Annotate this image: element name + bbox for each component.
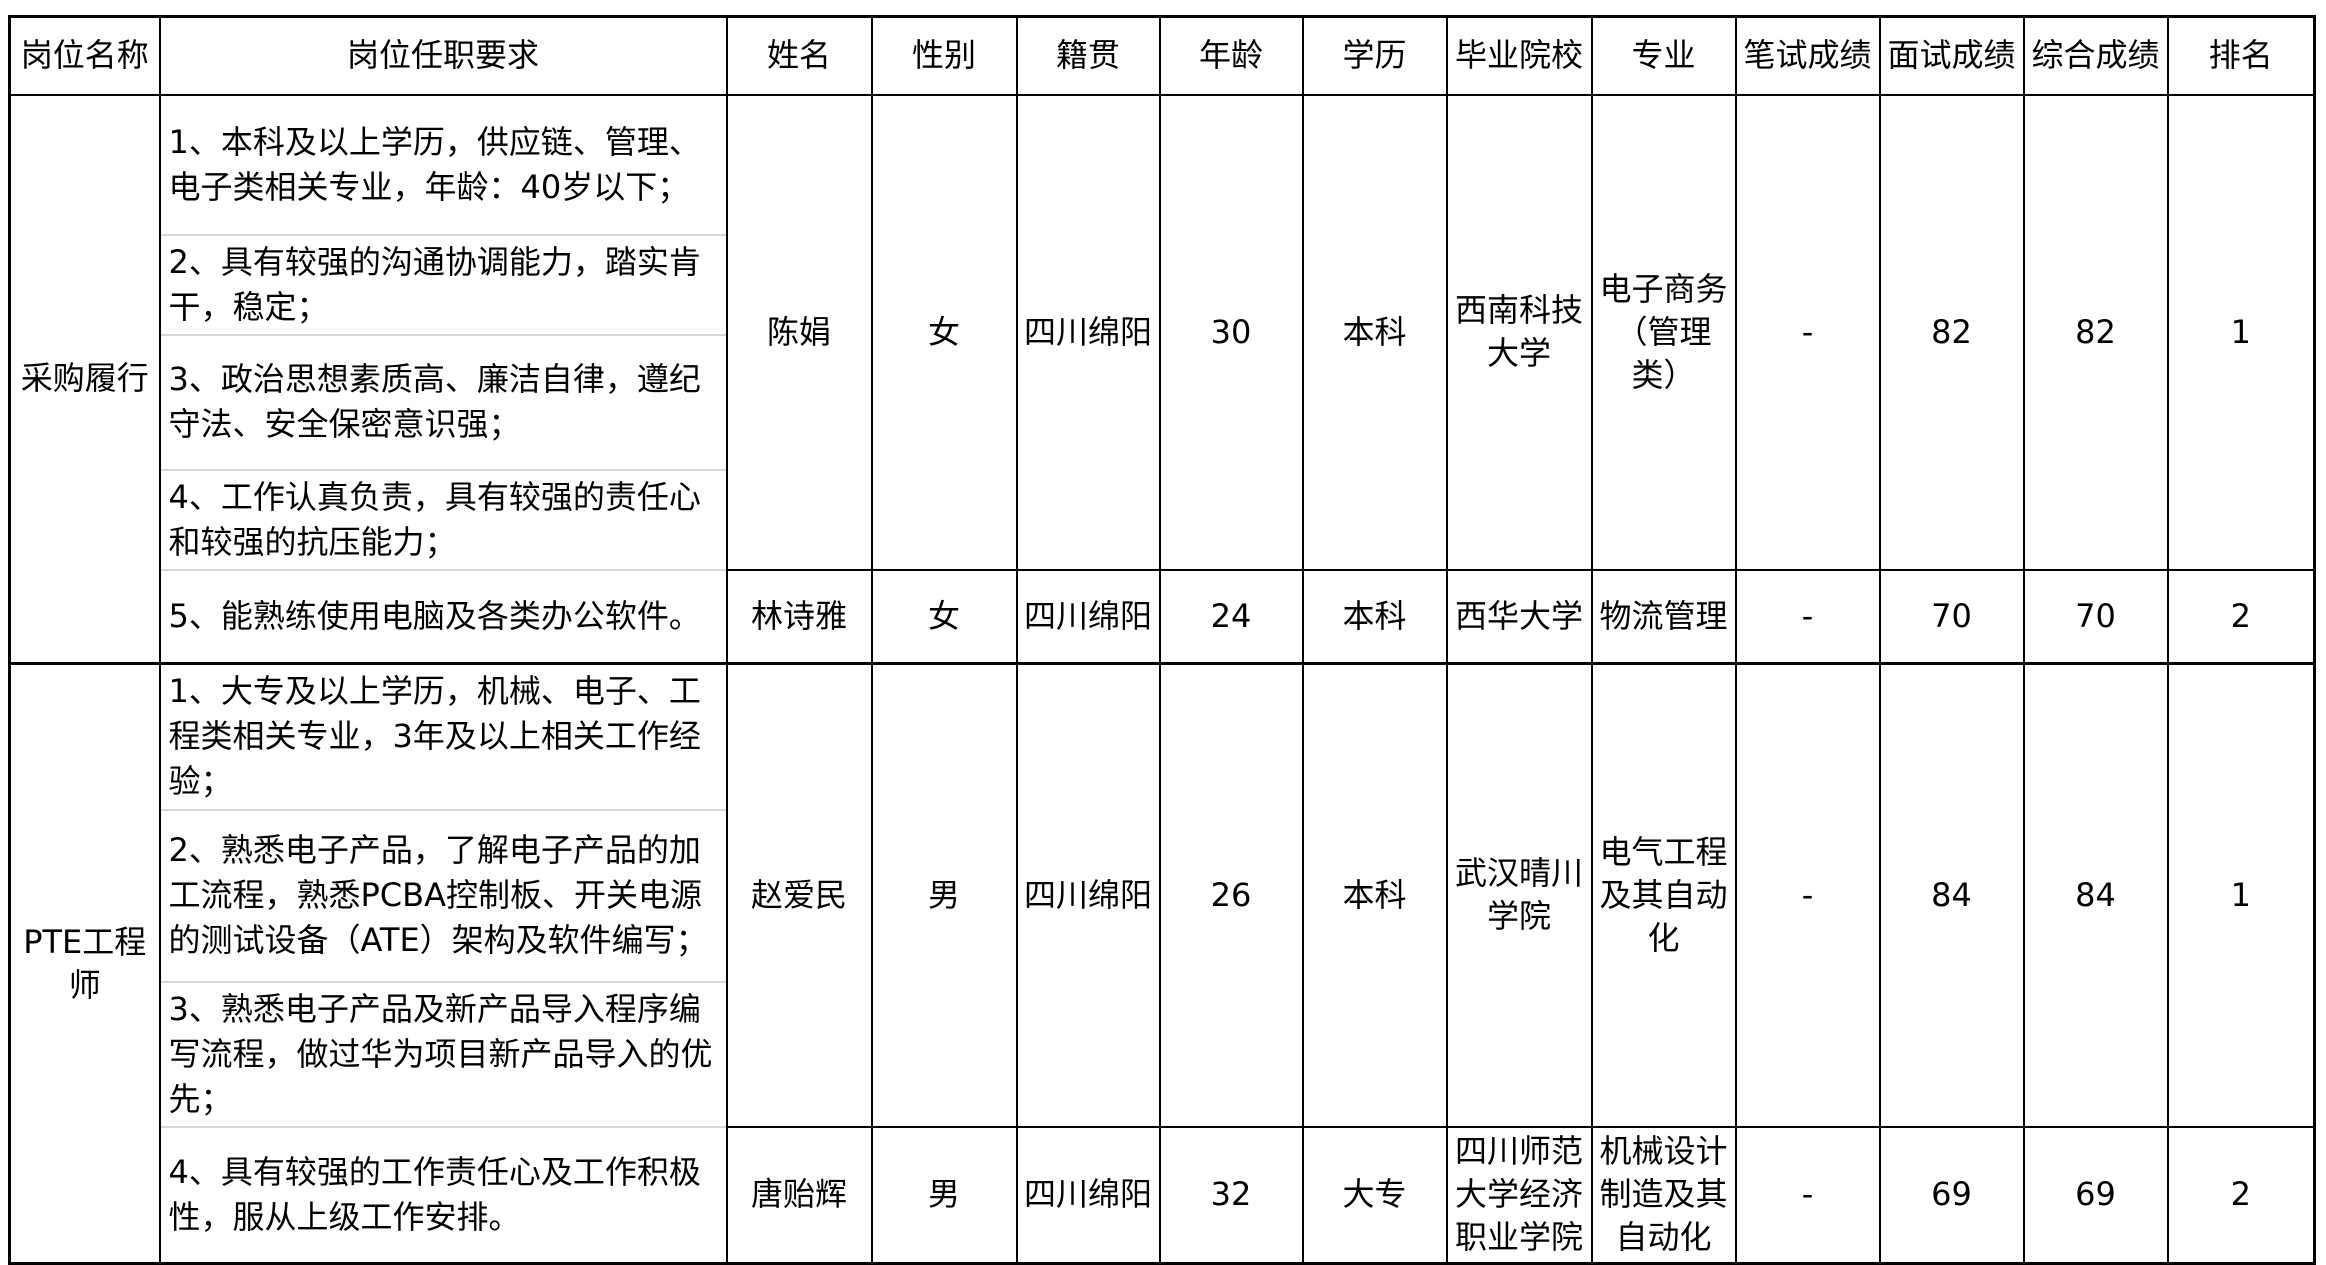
candidate-education-cell: 本科 [1301, 568, 1448, 665]
position-name-cell: PTE工程师 [8, 662, 161, 1265]
candidate-school-cell: 武汉晴川学院 [1445, 662, 1593, 1128]
candidate-education-cell: 本科 [1301, 662, 1448, 1128]
header-age: 年龄 [1158, 15, 1304, 96]
header-row: 岗位名称 岗位任职要求 姓名 性别 籍贯 年龄 学历 毕业院校 专业 笔试成绩 … [8, 15, 2316, 96]
header-written-score: 笔试成绩 [1734, 15, 1881, 96]
candidate-interview-score-cell: 69 [1878, 1125, 2025, 1265]
candidate-rank-cell: 1 [2166, 93, 2316, 571]
table-row: 2、熟悉电子产品，了解电子产品的加工流程，熟悉PCBA控制板、开关电源的测试设备… [10, 808, 2315, 982]
table-row: 采购履行 1、本科及以上学历，供应链、管理、电子类相关专业，年龄：40岁以下； … [8, 93, 2316, 665]
requirement-cell: 3、熟悉电子产品及新产品导入程序编写流程，做过华为项目新产品导入的优先； [158, 980, 728, 1127]
header-overall-score: 综合成绩 [2022, 15, 2169, 96]
candidate-written-score-cell: - [1734, 93, 1881, 571]
requirement-cell: 4、工作认真负责，具有较强的责任心和较强的抗压能力； [158, 468, 728, 570]
requirement-cell: 2、熟悉电子产品，了解电子产品的加工流程，熟悉PCBA控制板、开关电源的测试设备… [158, 808, 728, 982]
candidate-written-score-cell: - [1734, 662, 1881, 1128]
requirement-cell: 4、具有较强的工作责任心及工作积极性，服从上级工作安排。 [158, 1125, 728, 1264]
candidate-overall-score-cell: 70 [2022, 568, 2169, 665]
candidate-origin-cell: 四川绵阳 [1015, 662, 1161, 1128]
candidate-name-cell: 林诗雅 [725, 568, 873, 665]
table-row: 3、熟悉电子产品及新产品导入程序编写流程，做过华为项目新产品导入的优先； [10, 980, 2315, 1127]
header-origin: 籍贯 [1015, 15, 1161, 96]
candidate-education-cell: 本科 [1301, 93, 1448, 571]
candidate-name-cell: 唐贻辉 [725, 1125, 873, 1265]
requirement-cell: 2、具有较强的沟通协调能力，踏实肯干，稳定； [158, 233, 728, 335]
table-row: 4、具有较强的工作责任心及工作积极性，服从上级工作安排。 唐贻辉 男 四川绵阳 … [10, 1125, 2316, 1265]
candidate-gender-cell: 女 [870, 568, 1018, 665]
header-rank: 排名 [2166, 15, 2316, 96]
candidate-overall-score-cell: 69 [2022, 1125, 2169, 1265]
header-education: 学历 [1301, 15, 1448, 96]
candidate-interview-score-cell: 82 [1878, 93, 2025, 571]
candidate-rank-cell: 2 [2166, 1125, 2316, 1265]
candidate-interview-score-cell: 84 [1878, 662, 2025, 1128]
requirement-cell: 1、大专及以上学历，机械、电子、工程类相关专业，3年及以上相关工作经验； [158, 662, 728, 810]
candidate-major-cell: 物流管理 [1590, 568, 1737, 665]
candidate-interview-score-cell: 70 [1878, 568, 2025, 665]
candidate-school-cell: 西南科技大学 [1445, 93, 1593, 571]
candidate-rank-cell: 2 [2166, 568, 2316, 665]
requirement-cell: 5、能熟练使用电脑及各类办公软件。 [158, 568, 728, 664]
candidate-age-cell: 32 [1158, 1125, 1304, 1265]
table-row: 2、具有较强的沟通协调能力，踏实肯干，稳定； [10, 233, 2315, 335]
header-position-name: 岗位名称 [8, 15, 161, 96]
requirement-cell: 1、本科及以上学历，供应链、管理、电子类相关专业，年龄：40岁以下； [158, 93, 728, 235]
candidate-age-cell: 26 [1158, 662, 1304, 1128]
candidate-written-score-cell: - [1734, 1125, 1881, 1265]
candidate-age-cell: 30 [1158, 93, 1304, 571]
position-name-cell: 采购履行 [8, 93, 161, 665]
header-requirements: 岗位任职要求 [158, 15, 728, 96]
candidate-school-cell: 四川师范大学经济职业学院 [1445, 1125, 1593, 1265]
requirement-cell: 3、政治思想素质高、廉洁自律，遵纪守法、安全保密意识强； [158, 333, 728, 470]
table-row: 5、能熟练使用电脑及各类办公软件。 林诗雅 女 四川绵阳 24 本科 西华大学 … [10, 568, 2316, 665]
recruitment-score-table: 岗位名称 岗位任职要求 姓名 性别 籍贯 年龄 学历 毕业院校 专业 笔试成绩 … [8, 15, 2316, 1265]
header-name: 姓名 [725, 15, 873, 96]
candidate-gender-cell: 女 [870, 93, 1018, 571]
table-row: 3、政治思想素质高、廉洁自律，遵纪守法、安全保密意识强； [10, 333, 2315, 470]
header-interview-score: 面试成绩 [1878, 15, 2025, 96]
candidate-age-cell: 24 [1158, 568, 1304, 665]
candidate-major-cell: 机械设计制造及其自动化 [1590, 1125, 1737, 1265]
candidate-education-cell: 大专 [1301, 1125, 1448, 1265]
candidate-school-cell: 西华大学 [1445, 568, 1593, 665]
candidate-origin-cell: 四川绵阳 [1015, 93, 1161, 571]
header-gender: 性别 [870, 15, 1018, 96]
candidate-major-cell: 电气工程及其自动化 [1590, 662, 1737, 1128]
candidate-origin-cell: 四川绵阳 [1015, 1125, 1161, 1265]
table-row: 4、工作认真负责，具有较强的责任心和较强的抗压能力； [10, 468, 2315, 570]
table-row: PTE工程师 1、大专及以上学历，机械、电子、工程类相关专业，3年及以上相关工作… [8, 662, 2316, 1265]
candidate-gender-cell: 男 [870, 662, 1018, 1128]
header-major: 专业 [1590, 15, 1737, 96]
candidate-written-score-cell: - [1734, 568, 1881, 665]
candidate-overall-score-cell: 82 [2022, 93, 2169, 571]
header-school: 毕业院校 [1445, 15, 1593, 96]
candidate-origin-cell: 四川绵阳 [1015, 568, 1161, 665]
candidate-name-cell: 陈娟 [725, 93, 873, 571]
candidate-rank-cell: 1 [2166, 662, 2316, 1128]
candidate-major-cell: 电子商务（管理类） [1590, 93, 1737, 571]
candidate-name-cell: 赵爱民 [725, 662, 873, 1128]
candidate-overall-score-cell: 84 [2022, 662, 2169, 1128]
candidate-gender-cell: 男 [870, 1125, 1018, 1265]
